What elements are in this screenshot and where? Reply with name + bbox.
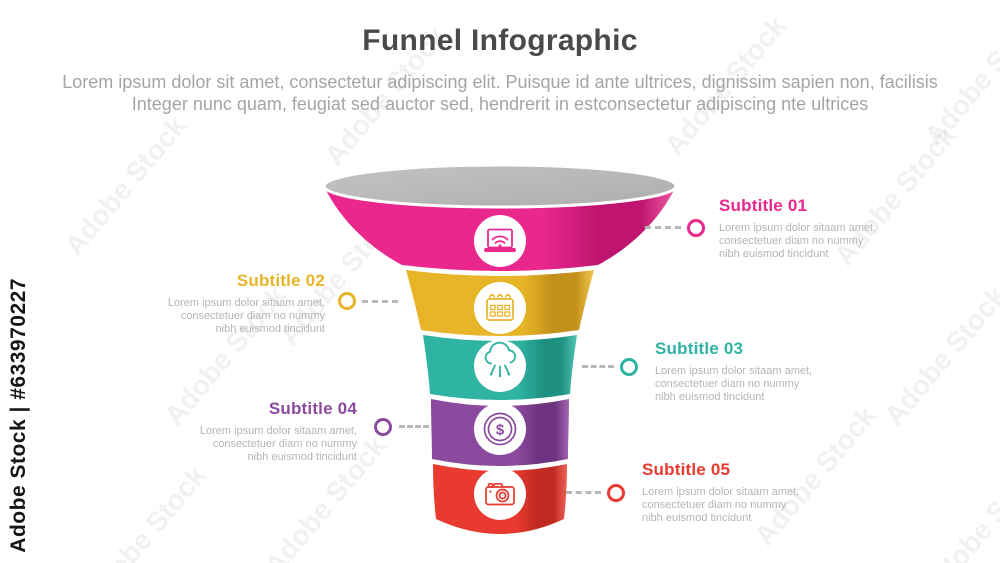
callout-01: Subtitle 01 Lorem ipsum dolor sitaam ame… [719, 196, 879, 262]
callout-03-title: Subtitle 03 [655, 339, 744, 358]
connector-line-02 [362, 300, 398, 303]
dollar-coin-icon: $ [474, 403, 526, 455]
callout-02-description: Lorem ipsum dolor sitaam amet, consectet… [167, 297, 325, 336]
connector-ring-02 [338, 292, 356, 310]
laptop-wifi-icon [474, 215, 526, 267]
connector-line-03 [582, 365, 614, 368]
callout-01-description: Lorem ipsum dolor sitaam amet, consectet… [719, 222, 877, 261]
callout-05-description: Lorem ipsum dolor sitaam amet, consectet… [642, 486, 800, 525]
callout-03-description: Lorem ipsum dolor sitaam amet, consectet… [655, 365, 813, 404]
callout-04: Subtitle 04 Lorem ipsum dolor sitaam ame… [167, 399, 357, 465]
header: Funnel Infographic Lorem ipsum dolor sit… [0, 24, 1000, 116]
connector-line-01 [645, 226, 681, 229]
callout-04-description: Lorem ipsum dolor sitaam amet, consectet… [199, 425, 357, 464]
connector-line-05 [566, 491, 601, 494]
callout-01-title: Subtitle 01 [719, 196, 808, 215]
callout-03: Subtitle 03 Lorem ipsum dolor sitaam ame… [655, 339, 815, 405]
callout-04-title: Subtitle 04 [268, 399, 357, 418]
callout-02: Subtitle 02 Lorem ipsum dolor sitaam ame… [135, 271, 325, 337]
connector-line-04 [399, 425, 429, 428]
connector-ring-03 [620, 358, 638, 376]
connector-ring-05 [607, 484, 625, 502]
calendar-icon [474, 282, 526, 334]
cloud-network-icon [474, 340, 526, 392]
connector-ring-01 [687, 219, 705, 237]
page-subtitle-line2: Integer nunc quam, feugiat sed auctor se… [131, 94, 869, 115]
page-title: Funnel Infographic [362, 24, 638, 57]
callout-05-title: Subtitle 05 [642, 460, 731, 479]
callout-02-title: Subtitle 02 [236, 271, 325, 290]
svg-text:$: $ [496, 422, 505, 439]
camera-icon [474, 468, 526, 520]
funnel-top-ellipse [322, 163, 678, 209]
page-subtitle-line1: Lorem ipsum dolor sit amet, consectetur … [62, 72, 938, 92]
connector-ring-04 [374, 418, 392, 436]
callout-05: Subtitle 05 Lorem ipsum dolor sitaam ame… [642, 460, 802, 526]
